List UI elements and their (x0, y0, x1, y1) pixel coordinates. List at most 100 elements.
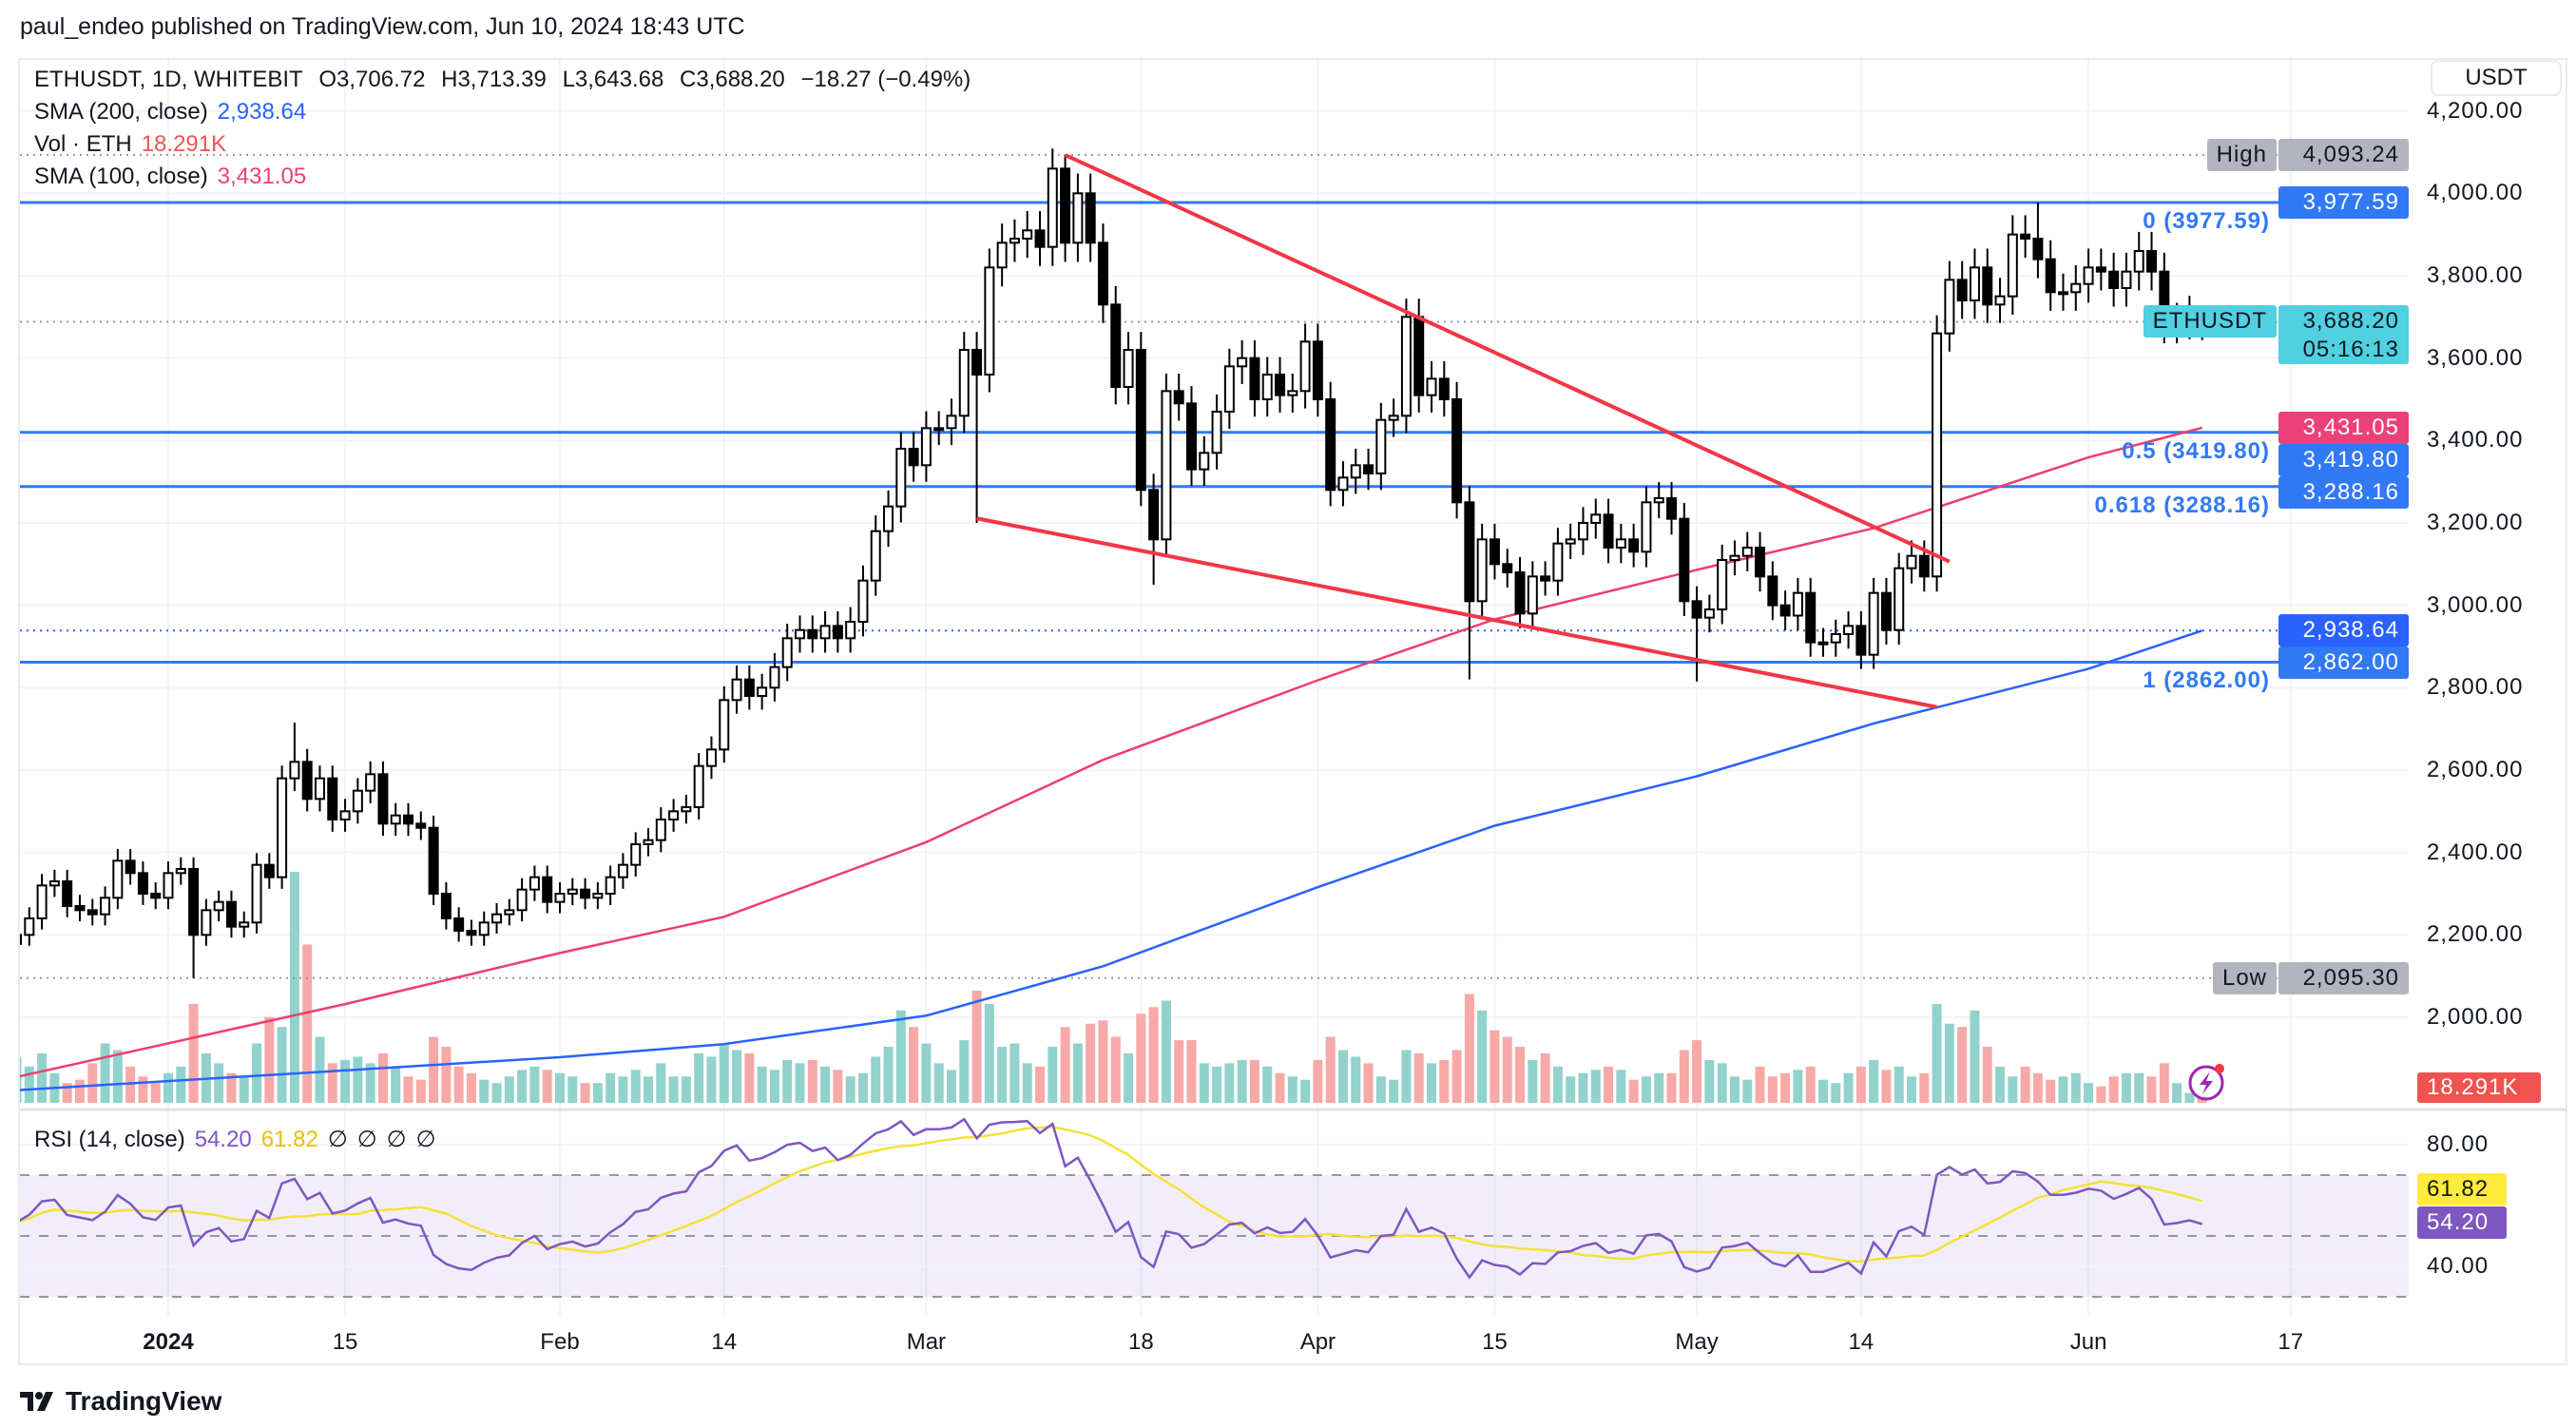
candle-down (1628, 538, 1640, 553)
volume-bar (1199, 1063, 1209, 1103)
candle-up (1350, 464, 1361, 479)
volume-bar (883, 1047, 894, 1103)
candle-up (643, 839, 654, 845)
candle-up (757, 686, 768, 697)
candle-up (339, 810, 351, 820)
volume-bar (997, 1047, 1008, 1103)
candle-up (390, 814, 401, 825)
candle-up (1211, 410, 1222, 454)
candle-down (1249, 357, 1260, 400)
volume-bar (1490, 1030, 1500, 1103)
candle-up (1199, 452, 1210, 471)
volume-bar (277, 1027, 287, 1103)
sma200-line[interactable] (17, 629, 2203, 1091)
volume-tag: 18.291K (2417, 1072, 2541, 1103)
trendlines[interactable] (976, 153, 1951, 709)
volume-bar (1817, 1079, 1828, 1103)
volume-bar (1186, 1040, 1197, 1103)
candle-up (1223, 365, 1235, 413)
candle-down (1691, 600, 1702, 619)
rsi-tag: 61.82 (2417, 1173, 2507, 1206)
volume-bar (1995, 1066, 2006, 1103)
candle-down (971, 348, 983, 376)
candle-up (958, 348, 970, 417)
time-axis-label: May (1675, 1329, 1719, 1355)
candle-up (1741, 546, 1753, 557)
volume-bar (1389, 1079, 1399, 1103)
candle-down (807, 628, 818, 640)
candle-down (188, 867, 200, 936)
volume-bar (1628, 1079, 1639, 1103)
ohlc-change: −18.27 (−0.49%) (800, 67, 971, 92)
candle-up (1565, 538, 1576, 545)
price-axis-label: 4,000.00 (2427, 180, 2524, 206)
candle-down (1451, 397, 1463, 504)
candle-down (415, 822, 427, 829)
volume-bar (1654, 1072, 1664, 1103)
time-axis-label: Mar (906, 1329, 947, 1355)
volume-bar (933, 1063, 944, 1103)
volume-value: 18.291K (141, 131, 227, 157)
candle-up (201, 909, 212, 936)
candle-down (1135, 348, 1146, 492)
rsi-legend[interactable]: RSI (14, close) 54.20 61.82 ∅ ∅ ∅ ∅ (34, 1126, 445, 1153)
volume-bar (74, 1079, 85, 1103)
candle-up (1969, 266, 1980, 301)
volume-bar (1275, 1072, 1285, 1103)
candle-up (516, 888, 528, 912)
candle-up (1703, 608, 1715, 619)
rsi-line[interactable] (17, 1117, 2203, 1280)
alert-lightning-icon[interactable] (2188, 1064, 2224, 1101)
tradingview-logo[interactable]: TradingView (20, 1386, 221, 1417)
candle-up (592, 892, 604, 899)
volume-bar (479, 1079, 490, 1103)
volume-bar (795, 1063, 805, 1103)
sma100-label: SMA (100, close) (34, 164, 208, 189)
volume-bar (453, 1066, 464, 1103)
volume-bar (415, 1079, 426, 1103)
volume-bar (1086, 1023, 1096, 1103)
volume-bar (529, 1066, 540, 1103)
volume-bar (163, 1072, 173, 1103)
volume-bar (1604, 1066, 1614, 1103)
volume-bar (1363, 1063, 1374, 1103)
candle-down (1110, 303, 1122, 388)
candle-up (289, 761, 300, 780)
volume-bar (1755, 1066, 1765, 1103)
currency-button[interactable]: USDT (2431, 60, 2562, 96)
rsi-signal-line[interactable] (17, 1126, 2203, 1264)
candle-down (1085, 192, 1096, 244)
sma100-line[interactable] (17, 426, 2203, 1078)
volume-bar (921, 1043, 932, 1103)
candle-up (251, 863, 262, 924)
price-tag-value: 3,288.16 (2302, 478, 2399, 505)
candle-up (1590, 513, 1602, 524)
volume-bar (1502, 1036, 1512, 1103)
volume-bar (2172, 1083, 2182, 1103)
time-axis-label: 14 (1848, 1329, 1874, 1355)
candle-up (1641, 501, 1652, 553)
symbol-info[interactable]: ETHUSDT, 1D, WHITEBIT (34, 67, 303, 92)
candle-up (352, 789, 363, 813)
volume-bar (769, 1070, 779, 1103)
price-tag-side-label: High (2206, 138, 2277, 171)
volume-bar (567, 1076, 578, 1103)
volume-bar (1313, 1059, 1323, 1103)
volume-bar (504, 1076, 514, 1103)
candle-down (2045, 258, 2056, 294)
rsi-pane (17, 1117, 2409, 1298)
time-axis-label: 15 (1482, 1329, 1508, 1355)
candle-up (655, 818, 666, 841)
volume-bar (20, 1056, 22, 1103)
volume-bar (315, 1036, 325, 1103)
candle-down (908, 447, 919, 467)
candle-down (327, 777, 338, 820)
volume-legend[interactable]: Vol · ETH 18.291K (34, 131, 236, 158)
sma100-legend[interactable]: SMA (100, close) 3,431.05 (34, 164, 316, 190)
sma200-legend[interactable]: SMA (200, close) 2,938.64 (34, 99, 316, 125)
trendline-upper[interactable] (1064, 153, 1951, 564)
volume-bar (1048, 1047, 1058, 1103)
trendline-lower[interactable] (976, 516, 1937, 709)
volume-bar (1982, 1047, 1992, 1103)
